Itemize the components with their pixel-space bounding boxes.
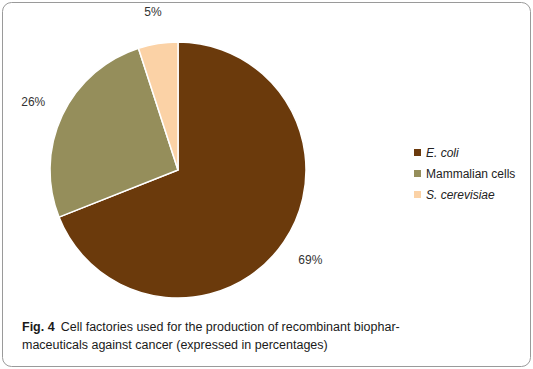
chart: 69% 26% 5% E. coli Mammalian cells S. cerevis…: [0, 0, 533, 369]
data-labels: 69% 26% 5%: [21, 5, 322, 267]
data-label: 5%: [144, 5, 162, 19]
caption: Fig. 4 Cell factories used for the produc…: [22, 320, 400, 352]
legend-label: Mammalian cells: [426, 167, 515, 181]
pie-slice: [138, 42, 178, 170]
legend-swatch: [414, 170, 421, 177]
title: Fig. 4: [22, 320, 55, 334]
subtitle: Cell factories used for the production o…: [61, 320, 400, 334]
data-label: 69%: [298, 253, 322, 267]
subtitle: maceuticals against cancer (expressed in…: [22, 338, 328, 352]
legend-swatch: [414, 191, 421, 198]
legend: E. coli Mammalian cells S. cerevisiae: [414, 146, 515, 202]
frame: [3, 3, 531, 367]
pie: [50, 42, 306, 298]
legend-swatch: [414, 149, 421, 156]
data-label: 26%: [21, 95, 45, 109]
legend-label: E. coli: [426, 146, 459, 160]
legend-label: S. cerevisiae: [426, 188, 495, 202]
caption-line: Fig. 4 Cell factories used for the produc…: [22, 320, 400, 334]
